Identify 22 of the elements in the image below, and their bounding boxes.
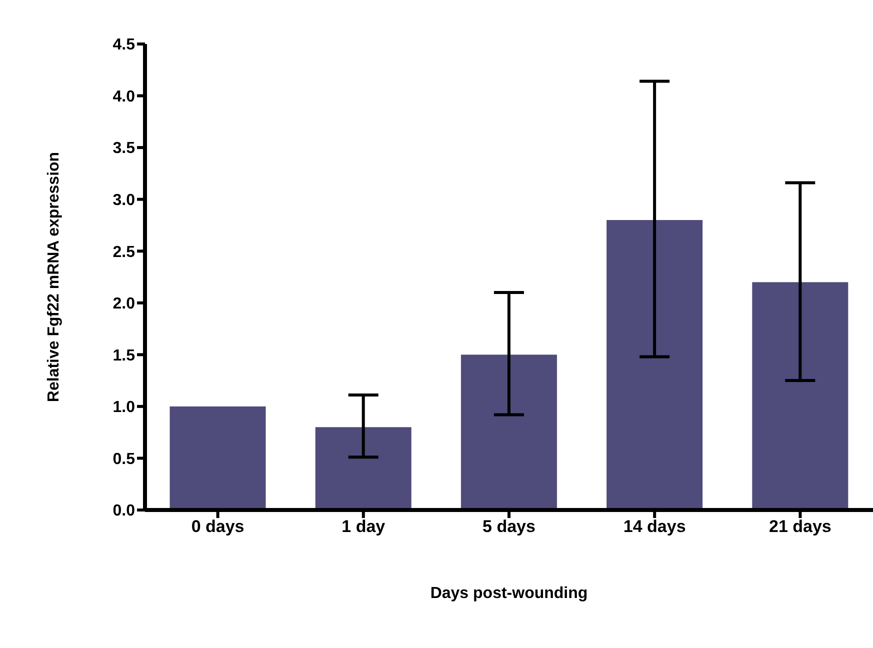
y-tick-label: 4.5: [112, 36, 136, 54]
y-tick-label: 1.5: [112, 347, 136, 364]
y-tick-label: 2.5: [112, 244, 136, 261]
x-axis-title: Days post-wounding: [430, 585, 588, 602]
y-tick-label: 0.5: [112, 450, 136, 468]
x-tick-label: 0 days: [191, 517, 244, 536]
bar: [460, 354, 557, 510]
y-axis-title: Relative Fgf22 mRNA expression: [46, 152, 63, 402]
y-tick-label: 0.0: [112, 502, 136, 520]
bar: [315, 427, 412, 510]
bar: [170, 406, 266, 510]
x-tick-label: 5 days: [482, 517, 536, 536]
x-tick-label: 1 day: [342, 517, 386, 536]
y-tick-label: 1.0: [112, 399, 136, 416]
y-tick-label: 3.0: [112, 192, 136, 210]
y-tick-label: 4.0: [112, 88, 136, 106]
x-tick-label: 21 days: [769, 517, 832, 536]
x-tick-label: 14 days: [623, 517, 686, 536]
y-tick-label: 2.0: [112, 296, 136, 313]
bar: [752, 282, 848, 510]
bar: [606, 220, 703, 510]
y-tick-label: 3.5: [112, 140, 136, 158]
